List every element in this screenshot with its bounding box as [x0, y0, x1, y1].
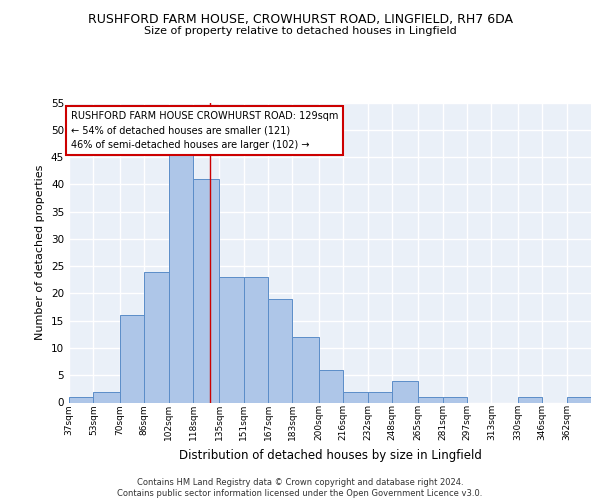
Bar [69, 397, 94, 402]
Bar [94, 392, 119, 402]
Text: RUSHFORD FARM HOUSE CROWHURST ROAD: 129sqm
← 54% of detached houses are smaller : RUSHFORD FARM HOUSE CROWHURST ROAD: 129s… [71, 110, 338, 150]
Bar [219, 277, 244, 402]
Bar [343, 392, 368, 402]
Bar [319, 370, 343, 402]
Bar [518, 397, 542, 402]
Bar [169, 152, 193, 402]
Bar [292, 337, 319, 402]
Text: Size of property relative to detached houses in Lingfield: Size of property relative to detached ho… [143, 26, 457, 36]
Bar [443, 397, 467, 402]
Bar [392, 380, 418, 402]
X-axis label: Distribution of detached houses by size in Lingfield: Distribution of detached houses by size … [179, 448, 481, 462]
Bar [566, 397, 591, 402]
Bar [368, 392, 392, 402]
Text: Contains HM Land Registry data © Crown copyright and database right 2024.
Contai: Contains HM Land Registry data © Crown c… [118, 478, 482, 498]
Bar [119, 315, 144, 402]
Bar [144, 272, 169, 402]
Y-axis label: Number of detached properties: Number of detached properties [35, 165, 46, 340]
Bar [193, 179, 219, 402]
Bar [418, 397, 443, 402]
Bar [268, 299, 292, 403]
Text: RUSHFORD FARM HOUSE, CROWHURST ROAD, LINGFIELD, RH7 6DA: RUSHFORD FARM HOUSE, CROWHURST ROAD, LIN… [88, 12, 512, 26]
Bar [244, 277, 268, 402]
